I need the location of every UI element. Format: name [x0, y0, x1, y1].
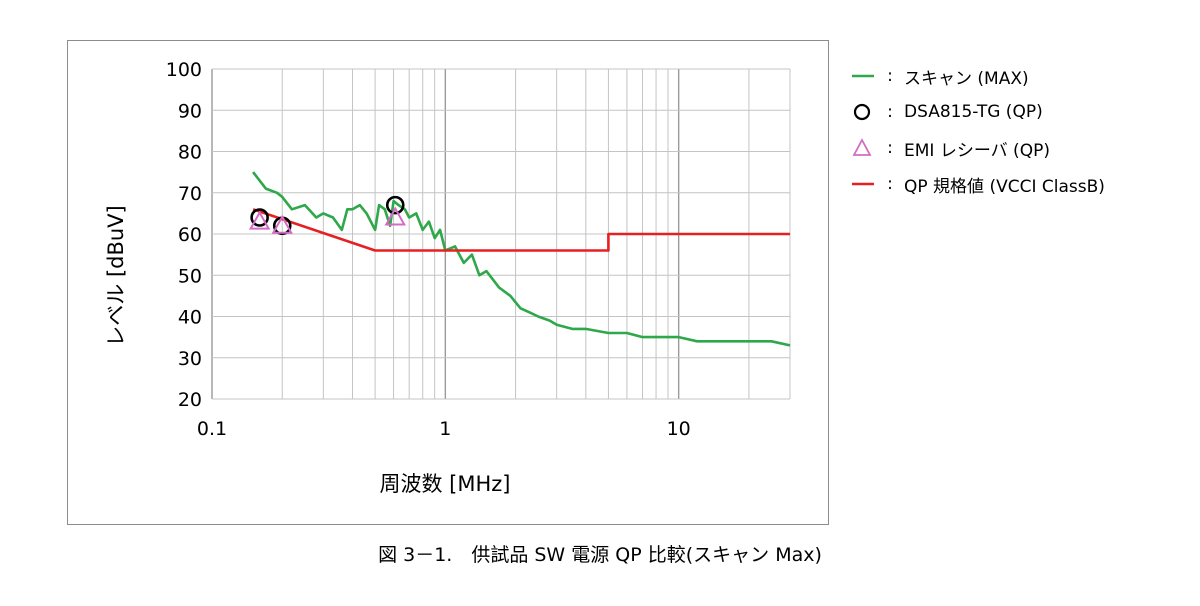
triangle-marker: [271, 214, 293, 234]
triangle-marker: [384, 206, 406, 226]
y-tick-label: 100: [166, 59, 202, 81]
legend-colon: :: [887, 174, 893, 194]
figure-caption: 図 3－1. 供試品 SW 電源 QP 比較(スキャン Max): [378, 544, 822, 566]
legend-line-icon: [850, 172, 876, 196]
y-tick-label: 60: [178, 224, 202, 246]
y-tick-label: 40: [178, 307, 202, 329]
legend-label: スキャン (MAX): [904, 68, 1029, 89]
legend-item-limit: : QP 規格値 (VCCI ClassB): [850, 166, 1190, 202]
y-tick-label: 90: [178, 100, 202, 122]
y-tick-label: 30: [178, 348, 202, 370]
x-tick-label: 10: [667, 418, 691, 440]
legend-label: QP 規格値 (VCCI ClassB): [904, 176, 1105, 197]
legend: : スキャン (MAX) : DSA815-TG (QP) : EMI レシーバ…: [850, 58, 1190, 202]
x-tick-label: 0.1: [197, 418, 227, 440]
circle-marker: [385, 195, 405, 215]
legend-item-scan: : スキャン (MAX): [850, 58, 1190, 94]
y-tick-label: 70: [178, 183, 202, 205]
chart-frame: 20 30 40 50 60 70 80 90 100 0.1 1 10 周波数 [MHz] レベル …: [67, 40, 829, 525]
chart-plot: 20 30 40 50 60 70 80 90 100 0.1 1 10 周波数 [MHz] レベル …: [104, 59, 791, 496]
legend-triangle-icon: [850, 136, 876, 160]
circle-marker: [250, 208, 269, 227]
y-tick-label: 80: [178, 142, 202, 164]
legend-circle-icon: [850, 100, 876, 124]
legend-label: DSA815-TG (QP): [904, 102, 1043, 122]
legend-line-icon: [850, 64, 876, 88]
legend-item-emi: : EMI レシーバ (QP): [850, 130, 1190, 166]
x-axis-label: 周波数 [MHz]: [380, 472, 511, 496]
legend-item-dsa: : DSA815-TG (QP): [850, 94, 1190, 130]
legend-label: EMI レシーバ (QP): [904, 140, 1050, 161]
legend-colon: :: [887, 102, 893, 122]
series-layer: [248, 171, 791, 347]
legend-colon: :: [887, 66, 893, 86]
series-line: [252, 208, 790, 252]
series-line: [252, 171, 791, 347]
legend-colon: :: [887, 138, 893, 158]
tick-labels: 20 30 40 50 60 70 80 90 100 0.1 1 10: [166, 59, 691, 440]
x-tick-label: 1: [439, 418, 451, 440]
y-tick-label: 20: [178, 389, 202, 411]
y-tick-label: 50: [178, 265, 202, 287]
triangle-marker: [248, 210, 271, 230]
y-axis-label: レベル [dBuV]: [104, 205, 128, 346]
